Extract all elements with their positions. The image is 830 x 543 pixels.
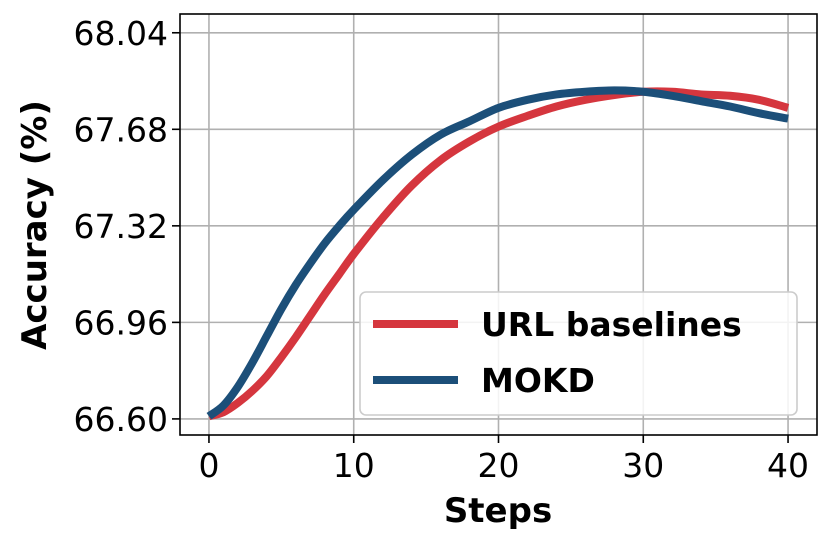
legend-label-url-baselines: URL baselines [481, 305, 742, 344]
ticks: 0 10 20 30 40 66.60 66.96 67.32 67.68 68.04 [74, 14, 810, 485]
x-tick-label: 0 [198, 446, 219, 485]
y-tick-label: 66.96 [74, 303, 168, 342]
x-tick-label: 30 [622, 446, 664, 485]
y-tick-label: 66.60 [74, 400, 168, 439]
series-line-mokd [206, 86, 789, 420]
y-axis-label: Accuracy (%) [15, 100, 55, 350]
y-tick-label: 67.68 [74, 110, 168, 149]
x-tick-label: 10 [333, 446, 375, 485]
x-tick-label: 20 [478, 446, 520, 485]
y-tick-label: 67.32 [74, 207, 168, 246]
legend: URL baselines MOKD [359, 291, 798, 416]
x-axis-label: Steps [444, 491, 552, 531]
x-tick-label: 40 [767, 446, 809, 485]
series-layer [206, 86, 790, 421]
legend-box [359, 291, 798, 416]
y-tick-label: 68.04 [74, 14, 168, 53]
legend-label-mokd: MOKD [481, 361, 595, 400]
